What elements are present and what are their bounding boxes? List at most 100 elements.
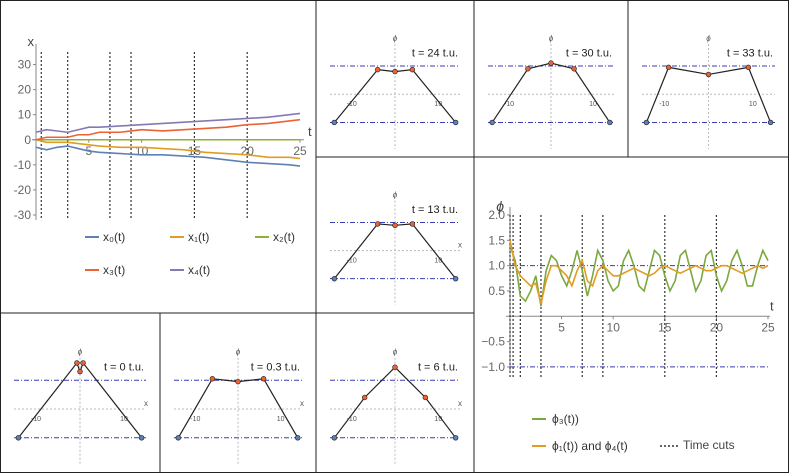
snapshot-y-label: ϕ: [393, 348, 398, 357]
snapshot-x-tick-label: -10: [190, 416, 200, 423]
y-tick-label: 2.0: [488, 208, 505, 222]
snapshot-x-tick-label: -10: [347, 101, 357, 108]
snapshot-snap-33: ϕ -10 10 t = 33 t.u.: [642, 34, 775, 149]
legend-phi: Time cuts ϕ₃(t)) ϕ₁(t)) and ϕ₄(t): [532, 412, 735, 453]
snapshot-title: t = 33 t.u.: [727, 48, 773, 60]
snapshot-point: [607, 119, 613, 126]
y-axis-label: x: [28, 34, 35, 49]
snapshot-point: [80, 360, 86, 366]
y-tick-label: 1.5: [488, 233, 505, 247]
snapshot-y-label: ϕ: [393, 191, 398, 200]
legend-label: ϕ₁(t)) and ϕ₄(t): [552, 439, 628, 453]
snapshot-point: [392, 364, 398, 370]
snapshot-point: [392, 222, 398, 229]
snapshot-point: [643, 119, 650, 126]
x-tick-label: 10: [135, 144, 149, 158]
legend-x: x₀(t) x₁(t) x₂(t) x₃(t) x₄(t): [85, 230, 295, 277]
snapshot-point: [548, 60, 554, 66]
snapshot-point: [138, 435, 145, 441]
snapshot-point: [452, 435, 459, 441]
y-tick-label: 10: [18, 108, 32, 122]
snapshot-x-tick-label: -10: [31, 416, 41, 423]
y-tick-label: -20: [14, 183, 32, 197]
snapshot-snap-30: ϕ -10 10 t = 30 t.u.: [488, 34, 614, 149]
snapshot-point: [331, 119, 338, 126]
snapshot-point: [374, 66, 381, 73]
snapshot-point: [489, 119, 495, 126]
legend-label: x₂(t): [273, 230, 295, 244]
y-tick-label: −1.0: [481, 360, 505, 374]
snapshot-title: t = 13 t.u.: [412, 204, 458, 216]
snapshot-point: [525, 66, 531, 72]
series-line: [509, 245, 769, 307]
snapshot-snap-0.3: ϕ x -10 10 t = 0.3 t.u.: [174, 348, 304, 465]
snapshot-x-tick-label: 10: [434, 258, 442, 265]
y-axis-label: ϕ: [496, 198, 504, 214]
snapshot-title: t = 0.3 t.u.: [251, 362, 300, 374]
y-tick-label: -10: [14, 158, 32, 172]
snapshot-point: [571, 66, 577, 72]
x-tick-label: 10: [607, 320, 621, 334]
snapshot-x-tick-label: 10: [277, 416, 285, 423]
snapshot-point: [331, 275, 338, 282]
legend-label: x₁(t): [188, 230, 209, 244]
series-line: [35, 112, 301, 134]
snapshot-point: [422, 394, 429, 401]
legend-label: x₀(t): [103, 230, 125, 244]
snapshot-point: [15, 435, 22, 441]
snapshot-point: [74, 360, 80, 366]
series-line: [509, 240, 769, 304]
snapshot-point: [392, 68, 398, 75]
series-line: [35, 138, 301, 160]
snapshot-point: [235, 378, 241, 385]
snapshot-point: [374, 221, 381, 227]
x-axis-label: t: [770, 298, 774, 313]
snapshot-y-label: ϕ: [236, 348, 241, 357]
snapshot-title: t = 6 t.u.: [418, 362, 458, 374]
snapshot-snap-24: ϕ -10 10 t = 24 t.u.: [330, 34, 460, 149]
snapshot-snap-13: ϕ x -10 10 t = 13 t.u.: [330, 191, 462, 305]
x-axis-label: t: [308, 124, 312, 139]
snapshot-point: [77, 368, 83, 375]
snapshot-point: [209, 376, 216, 382]
snapshot-snap-0: ϕ x -10 10 t = 0 t.u.: [14, 348, 148, 465]
snapshot-panels: ϕ -10 10 t = 24 t.u. ϕ -10 10 t = 30 t.u. ϕ -10 10…: [14, 34, 775, 465]
y-tick-label: 30: [18, 58, 32, 72]
snapshot-x-label: x: [144, 399, 148, 408]
y-tick-label: 0: [24, 133, 31, 147]
snapshot-x-tick-label: 10: [434, 416, 442, 423]
snapshot-point: [665, 64, 672, 71]
snapshot-y-label: ϕ: [78, 348, 83, 357]
series-line: [35, 118, 301, 141]
series-line: [35, 145, 301, 167]
legend-label: x₃(t): [103, 263, 125, 277]
snapshot-snap-6: ϕ x -10 10 t = 6 t.u.: [330, 348, 462, 465]
legend-time-cuts-label: Time cuts: [683, 438, 735, 452]
snapshot-point: [705, 71, 712, 78]
snapshot-x-label: x: [300, 399, 304, 408]
snapshot-title: t = 0 t.u.: [104, 362, 144, 374]
snapshot-point: [452, 275, 459, 282]
snapshot-point: [409, 221, 416, 227]
snapshot-point: [409, 66, 416, 73]
legend-label: ϕ₃(t)): [552, 412, 579, 426]
snapshot-point: [361, 394, 368, 401]
snapshot-point: [175, 435, 181, 441]
snapshot-x-label: x: [458, 241, 462, 250]
snapshot-point: [767, 119, 774, 126]
snapshot-point: [452, 119, 459, 126]
snapshot-title: t = 30 t.u.: [566, 48, 612, 60]
x-tick-label: 5: [558, 320, 565, 334]
snapshot-y-label: ϕ: [393, 34, 398, 43]
snapshot-title: t = 24 t.u.: [412, 48, 458, 60]
snapshot-x-tick-label: 10: [434, 101, 442, 108]
snapshot-y-label: ϕ: [706, 34, 711, 43]
y-tick-label: 1.0: [488, 259, 505, 273]
snapshot-x-tick-label: -10: [659, 101, 669, 108]
y-tick-label: -30: [14, 208, 32, 222]
y-tick-label: 20: [18, 83, 32, 97]
snapshot-x-tick-label: -10: [347, 258, 357, 265]
snapshot-x-tick-label: -10: [347, 416, 357, 423]
snapshot-x-tick-label: 10: [589, 101, 597, 108]
